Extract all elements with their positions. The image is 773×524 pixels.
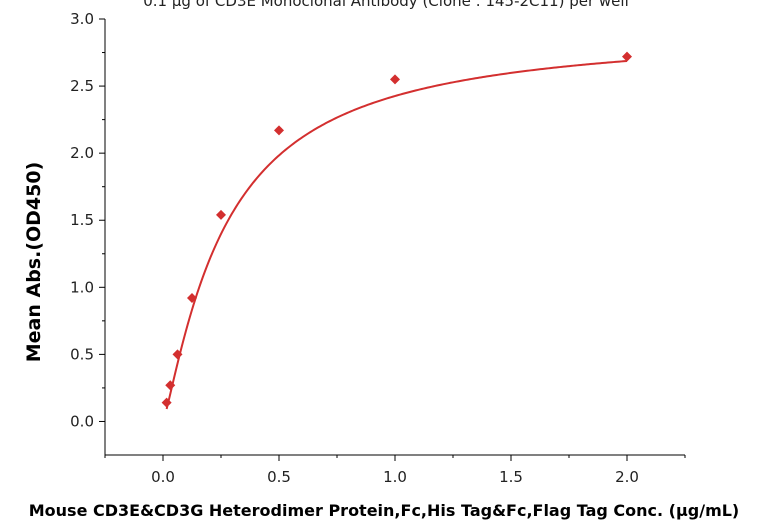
data-point [216,209,226,220]
y-axis-label: Mean Abs.(OD450) [23,162,45,363]
y-tick-label: 1.5 [70,211,94,229]
x-tick-label: 2.0 [615,468,639,486]
x-tick-label: 0.5 [267,468,291,486]
data-point [187,293,197,304]
y-tick-label: 0.0 [70,412,94,430]
y-tick-label: 2.0 [70,144,94,162]
y-tick-label: 2.5 [70,77,94,95]
tick-group: 0.0 0.5 1.0 1.5 2.0 2.5 3.0 0.0 0.5 1.0 1.5 2.0 [70,10,686,486]
data-point [165,380,176,391]
x-tick-label: 1.0 [383,468,407,486]
data-points [161,51,632,408]
data-point [622,51,632,62]
x-tick-label: 0.0 [151,468,175,486]
chart-title: 0.1 μg of CD3E Monoclonal Antibody (Clon… [143,0,629,10]
y-tick-label: 1.0 [70,278,94,296]
data-point [172,349,183,360]
data-point [390,74,400,85]
x-tick-label: 1.5 [499,468,523,486]
data-point [161,397,172,408]
fit-curve [165,59,628,410]
y-tick-label: 0.5 [70,345,94,363]
data-point [274,125,284,136]
x-axis-label: Mouse CD3E&CD3G Heterodimer Protein,Fc,H… [29,501,740,520]
y-tick-label: 3.0 [70,10,94,28]
axes [104,19,685,456]
